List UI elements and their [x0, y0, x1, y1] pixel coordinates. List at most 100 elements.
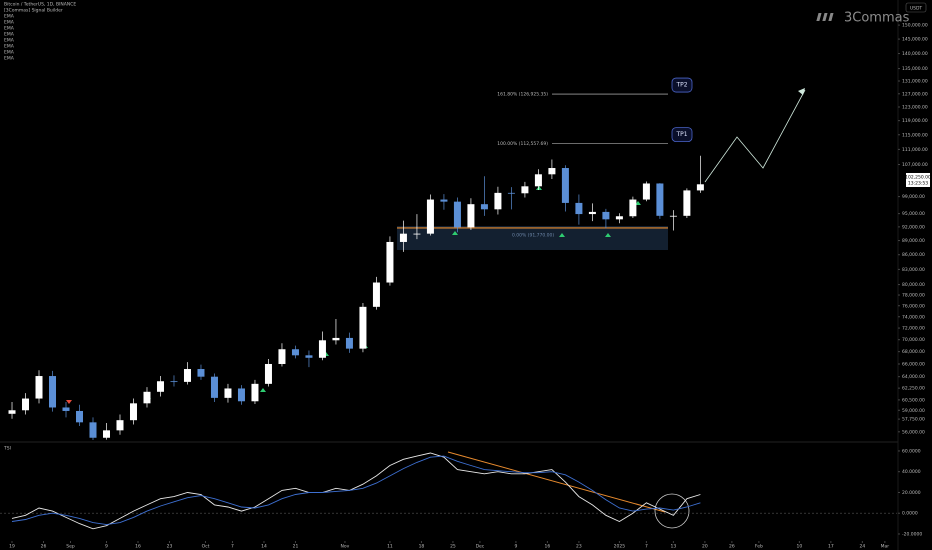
y-tick-label: 60.0000 [902, 448, 921, 454]
x-tick-label: 2025 [614, 544, 626, 550]
fib-label: 0.00% (91,770.00) [512, 232, 554, 238]
target-box [671, 127, 693, 143]
candle-body [413, 233, 421, 235]
y-tick-label: 0.0000 [902, 511, 918, 517]
y-tick-label: 83,000.00 [902, 267, 925, 273]
y-tick-label: 60,500.00 [902, 397, 925, 403]
y-tick-label: 119,000.00 [902, 118, 928, 124]
x-tick-label: 23 [167, 544, 173, 550]
y-tick-label: 56,000.00 [902, 429, 925, 435]
y-tick-label: 64,000.00 [902, 374, 925, 380]
candle-body [575, 202, 583, 215]
y-tick-label: 115,000.00 [902, 132, 928, 138]
fib-label: 100.00% (112,557.69) [497, 141, 548, 147]
x-tick-label: Sep [66, 544, 75, 550]
y-tick-label: 95,000.00 [902, 211, 925, 217]
y-tick-label: 127,000.00 [902, 91, 928, 97]
candle-body [602, 211, 610, 220]
highlight-circle [654, 493, 690, 529]
candle-body [467, 204, 475, 228]
x-tick-label: 13 [671, 544, 677, 550]
candle-body [49, 376, 57, 408]
y-tick-label: 107,000.00 [902, 162, 928, 168]
candle-body [372, 282, 380, 307]
y-tick-label: 89,000.00 [902, 238, 925, 244]
y-tick-label: 99,000.00 [902, 194, 925, 200]
x-tick-label: 18 [419, 544, 425, 550]
x-tick-label: 16 [545, 544, 551, 550]
candle-body [561, 168, 569, 203]
x-tick-label: 26 [41, 544, 47, 550]
candle-body [548, 168, 556, 175]
candles [8, 155, 704, 440]
candle-body [251, 383, 259, 402]
brand-logo [816, 13, 834, 21]
signal-arrow [559, 233, 565, 237]
candle-body [237, 388, 245, 402]
target-label: TP1 [675, 131, 687, 138]
candle-body [224, 388, 232, 398]
candle-body [35, 376, 43, 399]
candle-body [426, 199, 434, 234]
indicator-legend: [3Commas] Signal Builder EMA EMA EMA EMA… [4, 8, 63, 62]
y-tick-label: 135,000.00 [902, 66, 928, 72]
tsi-line [11, 455, 701, 526]
y-tick-label: 66,000.00 [902, 361, 925, 367]
indicator-name: [3Commas] Signal Builder [4, 8, 63, 14]
y-tick-label: 131,000.00 [902, 78, 928, 84]
y-tick-label: 111,000.00 [902, 147, 928, 153]
currency-button[interactable] [905, 2, 927, 13]
candle-body [669, 215, 677, 217]
x-tick-label: 26 [729, 544, 735, 550]
y-tick-label: 68,000.00 [902, 349, 925, 355]
indicator-name: EMA [4, 56, 15, 62]
x-tick-label: Dec [476, 544, 485, 550]
candle-body [345, 337, 353, 349]
candle-body [696, 184, 704, 191]
logo-bar [822, 13, 828, 21]
x-tick-label: 14 [261, 544, 267, 550]
candle-body [494, 192, 502, 210]
candle-body [332, 337, 340, 341]
candle-body [399, 233, 407, 242]
projection-path [704, 89, 806, 183]
y-tick-label: 150,000.00 [902, 23, 928, 29]
y-tick-label: 74,000.00 [902, 314, 925, 320]
y-tick-label: 62,250.00 [902, 386, 925, 392]
indicator-name: EMA [4, 44, 15, 50]
y-tick-label: 76,000.00 [902, 303, 925, 309]
candle-body [656, 183, 664, 216]
currency-label[interactable]: USDT [910, 6, 923, 12]
candle-body [116, 420, 124, 431]
x-tick-label: 7 [645, 544, 648, 550]
x-tick-label: 10 [797, 544, 803, 550]
tsi-line [11, 452, 701, 530]
brand-name: 3Commas [844, 11, 910, 26]
y-tick-label: -20.0000 [902, 531, 922, 537]
tsi-trendline [447, 451, 666, 513]
candle-body [143, 391, 151, 404]
candle-body [359, 306, 367, 349]
candle-body [278, 349, 286, 364]
x-tick-label: 21 [293, 544, 299, 550]
y-tick-label: 72,000.00 [902, 326, 925, 332]
sell-signal [66, 400, 72, 404]
target-box [671, 77, 693, 93]
candle-body [453, 201, 461, 228]
x-tick-label: 9 [514, 544, 517, 550]
x-tick-label: Nov [341, 544, 350, 550]
candle-body [386, 241, 394, 283]
y-tick-label: 70,000.00 [902, 337, 925, 343]
candle-body [156, 381, 164, 392]
candle-body [521, 186, 529, 194]
x-tick-label: Oct [202, 544, 210, 550]
x-tick-label: 11 [387, 544, 393, 550]
candle-body [507, 192, 515, 194]
candle-body [89, 422, 97, 438]
candle-body [480, 204, 488, 210]
indicator-name: EMA [4, 32, 15, 38]
projection-arrowhead [798, 88, 805, 95]
candle-body [102, 430, 110, 438]
fib-label: 161.80% (126,925.35) [497, 92, 548, 98]
